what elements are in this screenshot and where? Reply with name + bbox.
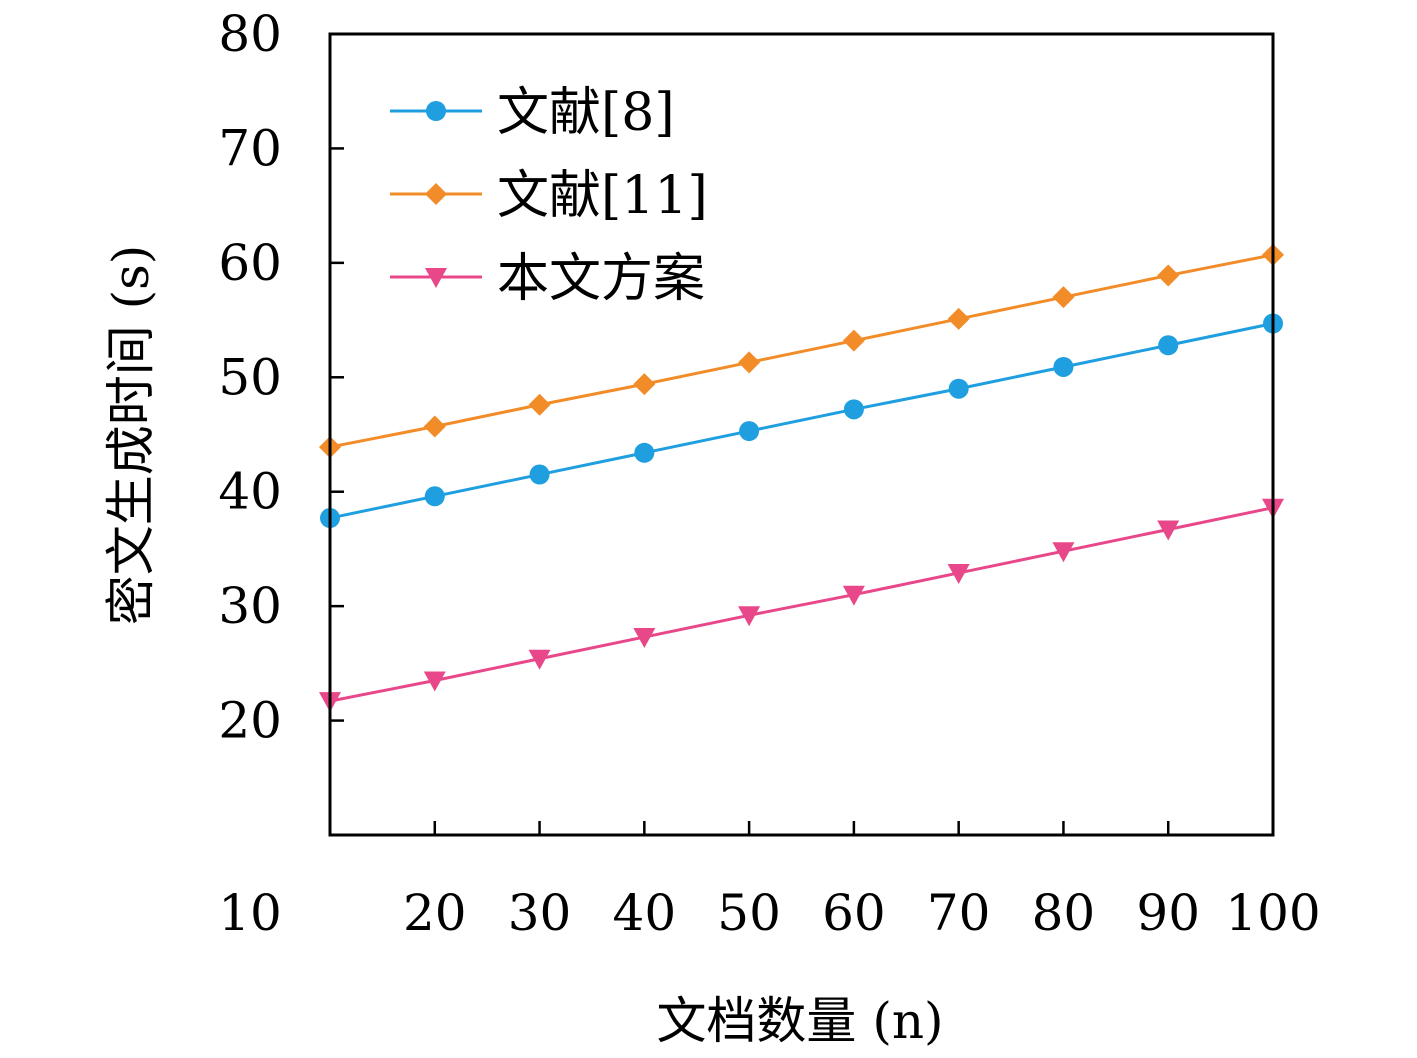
data-point (948, 378, 969, 399)
legend-marker (426, 101, 446, 121)
y-tick-label: 30 (218, 577, 282, 635)
y-tick-label: 70 (218, 119, 282, 177)
x-axis-title: 文档数量 (n) (656, 992, 943, 1050)
legend-entry: 本文方案 (390, 249, 705, 309)
data-point (842, 585, 865, 606)
data-point (738, 606, 761, 627)
legend-marker (425, 268, 447, 288)
x-tick-label: 40 (613, 884, 677, 942)
legend-entry: 文献[11] (390, 166, 708, 226)
y-tick-label: 40 (218, 463, 282, 521)
data-point (947, 563, 970, 584)
data-point (843, 399, 864, 420)
x-tick-label: 30 (508, 884, 572, 942)
legend-label: 文献[11] (497, 166, 708, 226)
data-point (423, 671, 446, 692)
data-point (634, 442, 655, 463)
data-point (528, 649, 551, 670)
x-tick-label: 10 (218, 884, 282, 942)
data-point (1052, 286, 1075, 309)
x-tick-label: 80 (1032, 884, 1096, 942)
series-line (329, 506, 1274, 703)
data-point (1157, 264, 1180, 287)
data-point (633, 373, 656, 396)
series-line (329, 322, 1274, 520)
data-point (738, 351, 761, 374)
legend-marker (425, 183, 447, 205)
legend-label: 本文方案 (497, 249, 705, 309)
data-point (528, 393, 551, 416)
x-tick-label: 20 (403, 884, 467, 942)
series-2 (319, 243, 1284, 459)
data-point (1053, 356, 1074, 377)
y-axis-ticks: 20 30 40 50 60 70 80 (218, 5, 344, 750)
x-tick-label: 100 (1225, 884, 1320, 942)
x-tick-label: 70 (927, 884, 991, 942)
y-tick-label: 80 (218, 5, 282, 63)
y-tick-label: 50 (218, 348, 282, 406)
y-axis-title: 密文生成时间 (s) (102, 245, 160, 626)
data-point (1052, 542, 1075, 563)
data-point (947, 307, 970, 330)
data-point (842, 329, 865, 352)
x-tick-label: 60 (822, 884, 886, 942)
series-1 (320, 313, 1283, 529)
data-point (1157, 520, 1180, 541)
data-point (424, 486, 445, 507)
data-point (1158, 335, 1179, 356)
y-tick-label: 20 (218, 692, 282, 750)
series-line (329, 253, 1274, 449)
data-point (739, 421, 760, 442)
series-3 (319, 498, 1284, 713)
data-point (529, 464, 550, 485)
legend: 文献[8] 文献[11] 本文方案 (390, 83, 708, 309)
y-tick-label: 60 (218, 234, 282, 292)
series-layer (319, 243, 1284, 713)
x-tick-label: 50 (717, 884, 781, 942)
data-point (423, 415, 446, 438)
x-axis-ticks: 10 20 30 40 50 60 70 80 90 100 (218, 821, 1321, 942)
x-tick-label: 90 (1136, 884, 1200, 942)
legend-entry: 文献[8] (390, 83, 675, 143)
legend-label: 文献[8] (497, 83, 675, 143)
data-point (633, 628, 656, 649)
plot-frame (328, 32, 1275, 837)
